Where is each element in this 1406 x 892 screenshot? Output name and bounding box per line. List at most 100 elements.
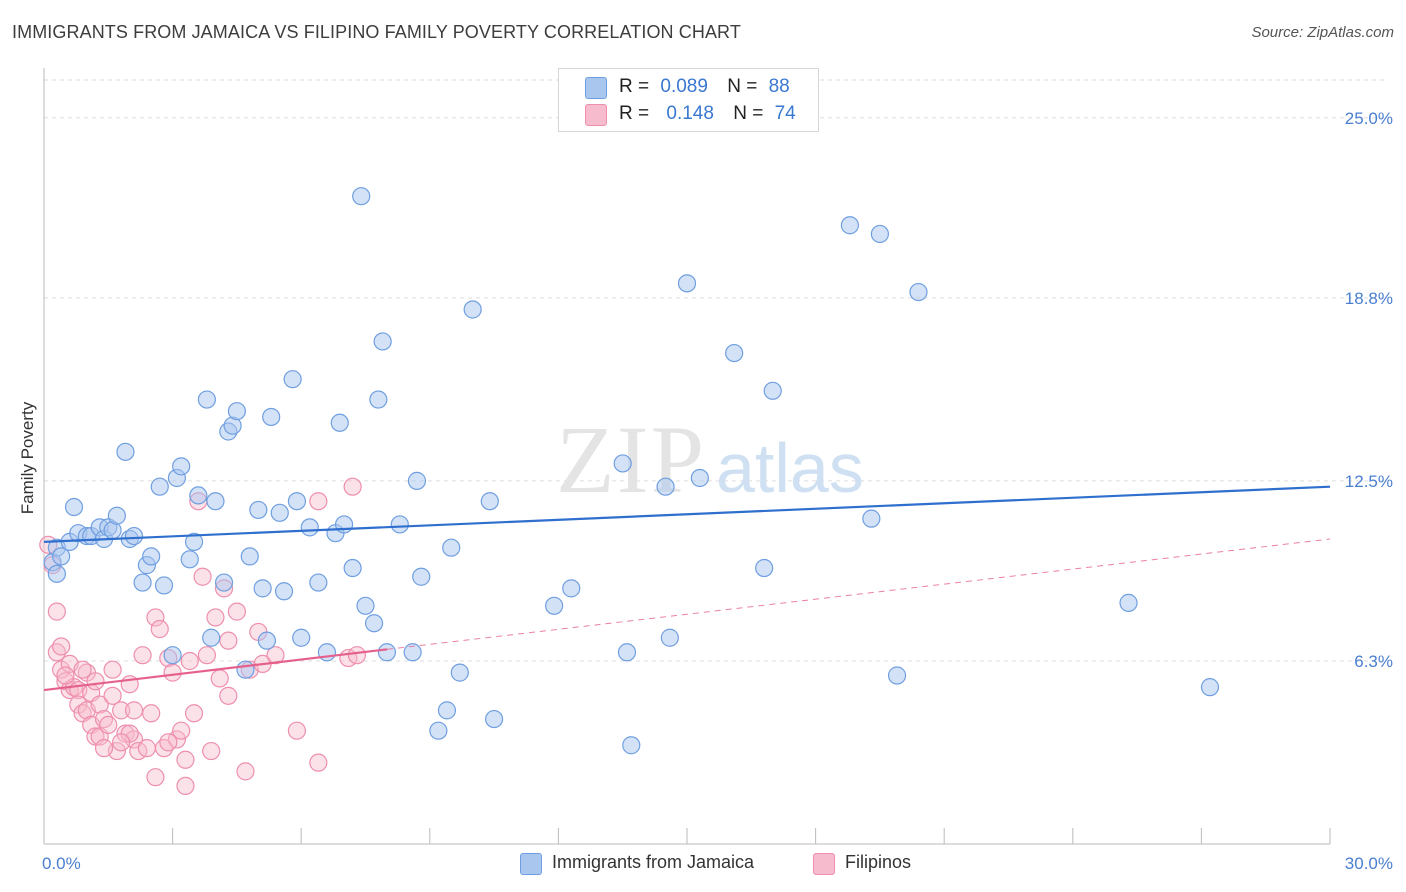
watermark-zip: ZIP xyxy=(556,406,706,513)
jamaica-point xyxy=(292,628,311,647)
filipinos-point xyxy=(52,637,71,656)
jamaica-point xyxy=(352,187,371,206)
jamaica-point xyxy=(660,628,679,647)
jamaica-point xyxy=(240,547,259,566)
y-tick-label: 6.3% xyxy=(1354,652,1393,671)
jamaica-point xyxy=(274,582,294,601)
jamaica-point xyxy=(262,407,281,427)
filipinos-point xyxy=(176,776,195,796)
legend-swatch-jamaica xyxy=(585,77,607,99)
jamaica-point xyxy=(163,646,182,665)
legend-n-value-1: 88 xyxy=(768,76,790,97)
filipinos-point xyxy=(236,762,255,781)
jamaica-point xyxy=(116,442,135,461)
legend-r-label-2: R = xyxy=(619,103,650,124)
jamaica-point xyxy=(184,532,204,551)
jamaica-point xyxy=(763,381,782,400)
filipinos-point xyxy=(86,672,105,691)
filipinos-point xyxy=(112,701,131,720)
jamaica-point xyxy=(622,736,641,755)
filipinos-point xyxy=(202,741,221,761)
jamaica-point xyxy=(545,596,564,615)
jamaica-point xyxy=(249,500,268,520)
filipinos-point xyxy=(73,660,92,679)
x-tick-label: 0.0% xyxy=(42,854,81,873)
jamaica-point xyxy=(124,526,144,546)
jamaica-point xyxy=(677,274,697,293)
jamaica-point xyxy=(862,509,881,528)
filipinos-point xyxy=(309,492,328,511)
jamaica-point xyxy=(189,486,208,505)
chart-title: IMMIGRANTS FROM JAMAICA VS FILIPINO FAMI… xyxy=(12,22,741,42)
jamaica-point xyxy=(840,216,859,235)
legend-n-label-2: N = xyxy=(733,103,764,124)
y-tick-label: 12.5% xyxy=(1345,472,1393,491)
watermark-atlas: atlas xyxy=(716,429,864,507)
legend: R = 0.089 N = 88 R = 0.148 N = 74 xyxy=(558,68,819,132)
jamaica-point xyxy=(197,390,216,409)
filipinos-point xyxy=(343,477,362,496)
jamaica-point xyxy=(690,468,709,488)
jamaica-point xyxy=(64,497,84,517)
jamaica-point xyxy=(334,515,354,534)
jamaica-point xyxy=(47,564,66,583)
filipinos-point xyxy=(133,646,152,665)
jamaica-point xyxy=(373,332,392,351)
jamaica-point xyxy=(287,492,307,511)
filipinos-point xyxy=(99,715,118,734)
jamaica-point xyxy=(1200,678,1220,697)
filipinos-point xyxy=(146,608,165,627)
bottom-legend-filipinos: Filipinos xyxy=(845,852,912,872)
jamaica-point xyxy=(450,663,469,682)
filipinos-point xyxy=(227,602,246,621)
trend-lines xyxy=(43,485,1331,692)
jamaica-point xyxy=(150,477,169,496)
jamaica-point xyxy=(364,614,384,633)
jamaica-point xyxy=(154,576,174,595)
filipinos-point xyxy=(137,739,156,758)
jamaica-point xyxy=(236,660,255,679)
axes xyxy=(43,68,1331,845)
filipinos-trend-line xyxy=(43,648,388,692)
jamaica-point xyxy=(403,643,422,662)
jamaica-point xyxy=(390,515,409,534)
filipinos-point xyxy=(309,753,328,772)
jamaica-point xyxy=(755,558,774,578)
jamaica-point xyxy=(309,573,328,592)
y-tick-label: 18.8% xyxy=(1345,289,1393,308)
filipinos-point xyxy=(112,733,131,752)
jamaica-point xyxy=(870,224,890,244)
bottom-legend-swatch-jamaica xyxy=(520,853,542,875)
jamaica-point xyxy=(377,643,397,662)
filipinos-point xyxy=(347,646,367,665)
jamaica-point xyxy=(412,567,431,586)
filipinos-point xyxy=(219,631,238,650)
filipinos-point xyxy=(90,695,109,714)
jamaica-point xyxy=(429,721,448,740)
legend-row-filipinos: R = 0.148 N = 74 xyxy=(619,103,796,125)
legend-swatch-filipinos xyxy=(585,104,607,126)
filipinos-point xyxy=(180,651,199,671)
bottom-legend-swatch-filipinos xyxy=(813,853,835,875)
jamaica-point xyxy=(369,390,388,409)
jamaica-point xyxy=(142,547,161,566)
jamaica-point xyxy=(206,492,225,511)
legend-n-label-1: N = xyxy=(727,76,758,97)
jamaica-point xyxy=(356,596,375,615)
filipinos-point xyxy=(56,666,75,685)
jamaica-point xyxy=(227,402,246,421)
jamaica-point xyxy=(725,343,744,363)
jamaica-point xyxy=(257,631,277,650)
filipinos-point xyxy=(47,602,66,621)
filipinos-point xyxy=(163,663,182,682)
jamaica-point xyxy=(214,573,234,592)
source-label: Source: ZipAtlas.com xyxy=(1251,24,1394,41)
jamaica-point xyxy=(283,370,302,389)
jamaica-point xyxy=(463,300,482,319)
filipinos-point xyxy=(94,739,114,758)
jamaica-point xyxy=(909,282,928,302)
jamaica-point xyxy=(1119,593,1138,612)
jamaica-point xyxy=(172,457,191,476)
legend-r-value-1: 0.089 xyxy=(660,76,708,97)
jamaica-point xyxy=(300,518,319,537)
